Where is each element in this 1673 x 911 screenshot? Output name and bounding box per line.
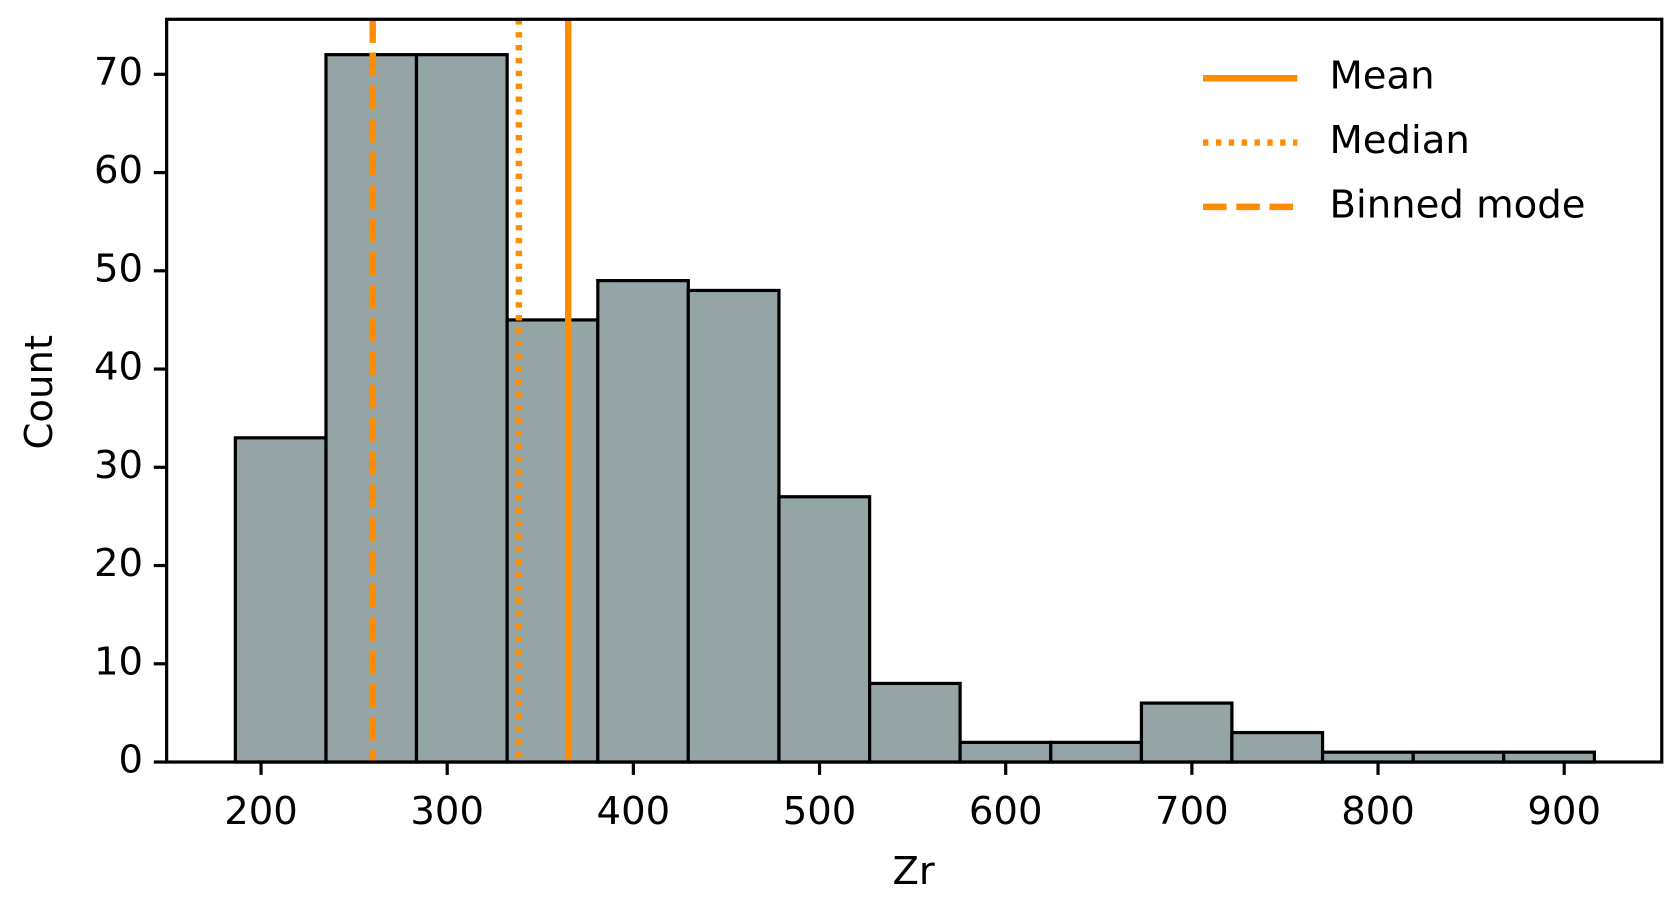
y-tick-label: 50 <box>94 246 143 291</box>
y-axis-label: Count <box>17 335 62 450</box>
x-tick-label: 900 <box>1527 789 1601 834</box>
bar <box>958 740 1053 764</box>
bar <box>1230 730 1325 764</box>
bar <box>505 318 600 764</box>
x-tick-label: 200 <box>224 789 298 834</box>
y-tick-label: 70 <box>94 50 143 95</box>
axes-frame <box>165 17 1664 764</box>
legend-label: Mean <box>1330 54 1435 99</box>
y-tick-label: 30 <box>94 443 143 488</box>
bar <box>868 681 962 764</box>
bar <box>1049 740 1144 764</box>
y-tick-label: 0 <box>119 738 144 783</box>
x-tick-label: 400 <box>597 789 671 834</box>
bar <box>777 495 872 764</box>
bar <box>414 53 509 764</box>
x-tick-label: 700 <box>1155 789 1229 834</box>
x-tick-label: 300 <box>410 789 484 834</box>
bar <box>686 288 781 764</box>
legend-label: Median <box>1330 118 1470 163</box>
y-tick-label: 10 <box>94 639 143 684</box>
legend-label: Binned mode <box>1330 182 1586 227</box>
x-tick-label: 800 <box>1341 789 1415 834</box>
y-tick-label: 40 <box>94 345 143 390</box>
bar <box>233 436 328 764</box>
x-axis-label: Zr <box>893 849 935 894</box>
x-tick-label: 600 <box>969 789 1043 834</box>
bar <box>596 279 690 764</box>
y-tick-label: 60 <box>94 148 143 193</box>
x-tick-label: 500 <box>783 789 857 834</box>
bar <box>1139 701 1234 764</box>
y-tick-label: 20 <box>94 541 143 586</box>
